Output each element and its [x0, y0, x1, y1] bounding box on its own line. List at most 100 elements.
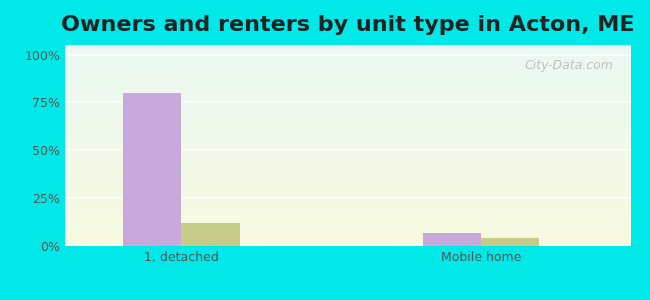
Bar — [65, 71, 630, 73]
Text: City-Data.com: City-Data.com — [525, 59, 614, 72]
Bar — [65, 164, 630, 166]
Bar — [65, 146, 630, 148]
Bar — [65, 224, 630, 226]
Bar — [65, 232, 630, 234]
Bar — [65, 208, 630, 210]
Bar — [65, 198, 630, 200]
Bar — [65, 143, 630, 146]
Bar — [65, 162, 630, 164]
Bar — [65, 83, 630, 85]
Title: Owners and renters by unit type in Acton, ME: Owners and renters by unit type in Acton… — [61, 15, 634, 35]
Bar — [65, 190, 630, 192]
Bar — [65, 152, 630, 154]
Bar — [65, 123, 630, 125]
Bar — [65, 140, 630, 142]
Bar — [65, 85, 630, 87]
Bar — [65, 57, 630, 59]
Bar — [65, 137, 630, 140]
Bar — [65, 200, 630, 202]
Bar — [65, 166, 630, 168]
Bar — [65, 91, 630, 93]
Bar — [481, 238, 539, 246]
Bar — [65, 184, 630, 186]
Bar — [65, 148, 630, 149]
Bar — [65, 240, 630, 242]
Bar — [65, 69, 630, 71]
Bar — [65, 149, 630, 152]
Bar — [65, 95, 630, 97]
Bar — [65, 168, 630, 169]
Bar — [65, 122, 630, 123]
Bar — [65, 61, 630, 63]
Bar — [65, 47, 630, 49]
Bar — [65, 93, 630, 95]
Bar — [422, 232, 481, 246]
Bar — [65, 244, 630, 246]
Bar — [65, 158, 630, 160]
Bar — [65, 75, 630, 77]
Bar — [65, 238, 630, 240]
Bar — [65, 210, 630, 212]
Bar — [65, 115, 630, 117]
Bar — [65, 55, 630, 57]
Bar — [65, 234, 630, 236]
Bar — [65, 226, 630, 228]
Bar — [65, 222, 630, 224]
Bar — [65, 169, 630, 172]
Bar — [65, 180, 630, 182]
Bar — [65, 131, 630, 134]
Bar — [65, 67, 630, 69]
Bar — [124, 93, 181, 246]
Bar — [65, 182, 630, 184]
Bar — [65, 174, 630, 176]
Bar — [65, 45, 630, 47]
Bar — [65, 109, 630, 111]
Bar — [65, 214, 630, 216]
Bar — [65, 63, 630, 65]
Bar — [65, 73, 630, 75]
Bar — [65, 206, 630, 208]
Bar — [65, 202, 630, 204]
Bar — [65, 101, 630, 103]
Bar — [65, 53, 630, 55]
Bar — [65, 128, 630, 129]
Bar — [65, 188, 630, 190]
Bar — [65, 228, 630, 230]
Bar — [65, 81, 630, 83]
Bar — [65, 135, 630, 137]
Bar — [65, 51, 630, 53]
Bar — [65, 212, 630, 214]
Bar — [65, 49, 630, 51]
Bar — [65, 99, 630, 101]
Bar — [65, 65, 630, 67]
Bar — [65, 236, 630, 238]
Bar — [65, 204, 630, 206]
Bar — [65, 119, 630, 122]
Bar — [65, 186, 630, 188]
Bar — [65, 59, 630, 61]
Bar — [65, 196, 630, 198]
Bar — [65, 89, 630, 91]
Bar — [65, 194, 630, 196]
Bar — [65, 79, 630, 81]
Bar — [65, 77, 630, 79]
Bar — [65, 87, 630, 89]
Bar — [65, 218, 630, 220]
Bar — [65, 230, 630, 232]
Bar — [65, 216, 630, 218]
Bar — [65, 111, 630, 113]
Bar — [65, 107, 630, 109]
Bar — [65, 155, 630, 158]
Bar — [65, 192, 630, 194]
Bar — [65, 103, 630, 105]
Bar — [65, 154, 630, 155]
Bar — [65, 142, 630, 143]
Bar — [65, 242, 630, 244]
Bar — [65, 176, 630, 178]
Bar — [65, 129, 630, 131]
Bar — [65, 105, 630, 107]
Bar — [65, 134, 630, 135]
Bar — [181, 223, 240, 246]
Bar — [65, 160, 630, 162]
Bar — [65, 220, 630, 222]
